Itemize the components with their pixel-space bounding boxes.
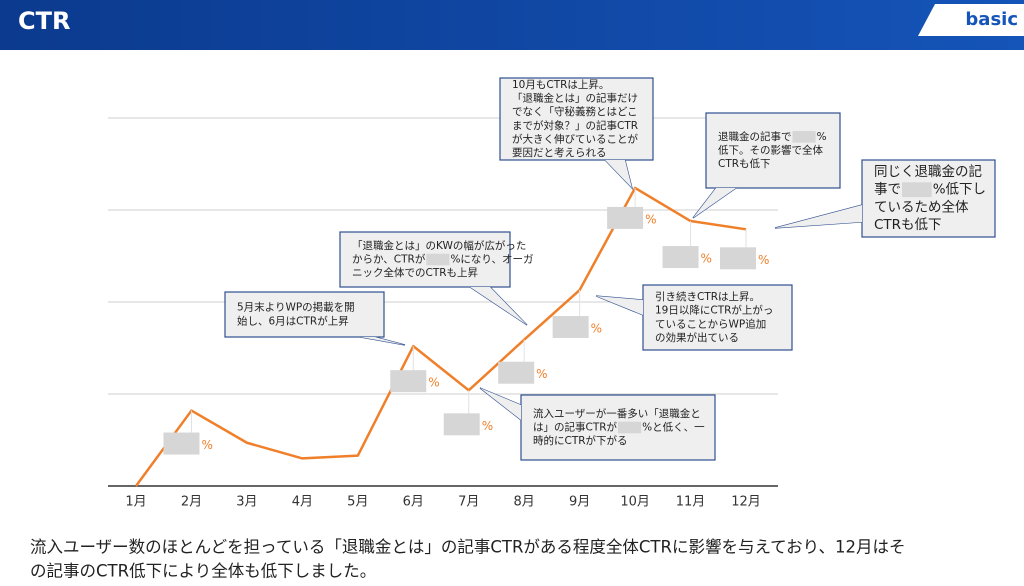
callout-box xyxy=(642,284,793,351)
redaction xyxy=(498,361,535,384)
callout-text: が大きく伸びていることが xyxy=(512,132,638,145)
redaction xyxy=(426,253,450,266)
x-tick-label: 10月 xyxy=(620,495,650,510)
redaction xyxy=(618,421,642,434)
callout-text: でなく「守秘義務とはどこ xyxy=(512,105,638,118)
callout-text: 10月もCTRは上昇。 xyxy=(512,79,609,91)
callout-text: 流入ユーザーが一番多い「退職金と xyxy=(533,407,701,420)
callout-text: 始し、6月はCTRが上昇 xyxy=(237,314,349,327)
redaction xyxy=(792,131,816,143)
callout-text: 引き続きCTRは上昇。 xyxy=(655,290,760,303)
callout-joint xyxy=(596,296,643,315)
callout-text: ているため全体 xyxy=(874,198,969,215)
callout-text: ニック全体でのCTRも上昇 xyxy=(352,266,479,279)
header-bar xyxy=(0,0,1024,50)
x-tick-label: 12月 xyxy=(731,495,761,510)
callout-text: からか、CTRが xyxy=(352,253,426,266)
callout-box xyxy=(339,231,511,288)
slide-title: CTR xyxy=(18,7,70,35)
point-label: % xyxy=(536,367,547,381)
redaction xyxy=(163,432,200,455)
x-tick-label: 9月 xyxy=(569,495,590,510)
redaction xyxy=(902,182,932,198)
callout-text: ていることからWP追加 xyxy=(655,317,766,330)
callout-box xyxy=(861,159,996,238)
callout-box xyxy=(520,394,716,461)
callout-text: までが対象？」の記事CTR xyxy=(512,119,638,132)
callout-joint xyxy=(470,287,527,325)
point-label: % xyxy=(758,253,769,267)
callout-text: 要因だと考えられる xyxy=(512,147,607,159)
callout-text: %低下し xyxy=(933,182,986,198)
redaction xyxy=(390,370,427,393)
point-label: % xyxy=(591,322,602,336)
x-tick-label: 6月 xyxy=(403,495,424,510)
callout-joint xyxy=(360,337,405,345)
callout-text: CTRも低下 xyxy=(874,217,942,233)
x-tick-label: 2月 xyxy=(181,495,202,510)
callout-text: 事で xyxy=(874,182,901,198)
point-label: % xyxy=(428,376,439,390)
point-label: % xyxy=(201,438,212,452)
callout-text: % xyxy=(817,131,827,143)
x-tick-label: 4月 xyxy=(292,495,313,510)
callout-joint xyxy=(480,388,521,420)
redaction xyxy=(552,316,589,339)
callout-text: %と低く、一 xyxy=(642,421,705,434)
x-tick-label: 3月 xyxy=(236,495,257,510)
callout-text: 退職金の記事で xyxy=(718,130,792,143)
callout-text: %になり、オーガ xyxy=(450,254,533,266)
callout-box xyxy=(705,112,841,189)
callout-text: は」の記事CTRが xyxy=(533,421,618,434)
point-label: % xyxy=(482,419,493,433)
callout-text: 同じく退職金の記 xyxy=(874,163,982,180)
callout-box xyxy=(224,291,385,338)
point-label: % xyxy=(645,212,656,226)
x-tick-label: 7月 xyxy=(458,495,479,510)
redaction xyxy=(662,246,699,269)
callout-text: 「退職金とは」のKWの幅が広がった xyxy=(352,239,526,252)
callout-text: の効果が出ている xyxy=(655,331,739,344)
callout-text: 低下。その影響で全体 xyxy=(718,144,823,157)
callout-text: 5月末よりWPの掲載を開 xyxy=(237,301,355,314)
x-tick-label: 1月 xyxy=(125,495,146,510)
callout-text: 時的にCTRが下がる xyxy=(533,434,628,447)
x-tick-label: 5月 xyxy=(347,495,368,510)
redaction xyxy=(443,413,480,436)
redaction xyxy=(607,206,644,229)
footer-text: の記事のCTR低下により全体も低下しました。 xyxy=(30,562,376,581)
callout-text: 19日以降にCTRが上がっ xyxy=(655,304,773,317)
redaction xyxy=(720,247,756,270)
x-tick-label: 11月 xyxy=(676,495,706,510)
footer-text: 流入ユーザー数のほとんどを担っている「退職金とは」の記事CTRがある程度全体CT… xyxy=(30,538,906,557)
badge-bg xyxy=(918,4,1024,36)
callout-text: CTRも低下 xyxy=(718,157,771,170)
callout-joint xyxy=(605,160,632,188)
badge: basic xyxy=(965,9,1018,30)
point-label: % xyxy=(701,252,712,266)
x-tick-label: 8月 xyxy=(514,495,535,510)
chart: 1月 2月 3月 4月 5月 6月 7月 8月 9月 10月 11月 12月%%%%%%%% xyxy=(108,117,778,510)
callout-joint xyxy=(775,205,862,228)
callout-joint xyxy=(693,188,736,218)
line xyxy=(134,186,747,487)
callout-text: 「退職金とは」の記事だけ xyxy=(512,92,638,105)
callout-box xyxy=(499,77,654,161)
